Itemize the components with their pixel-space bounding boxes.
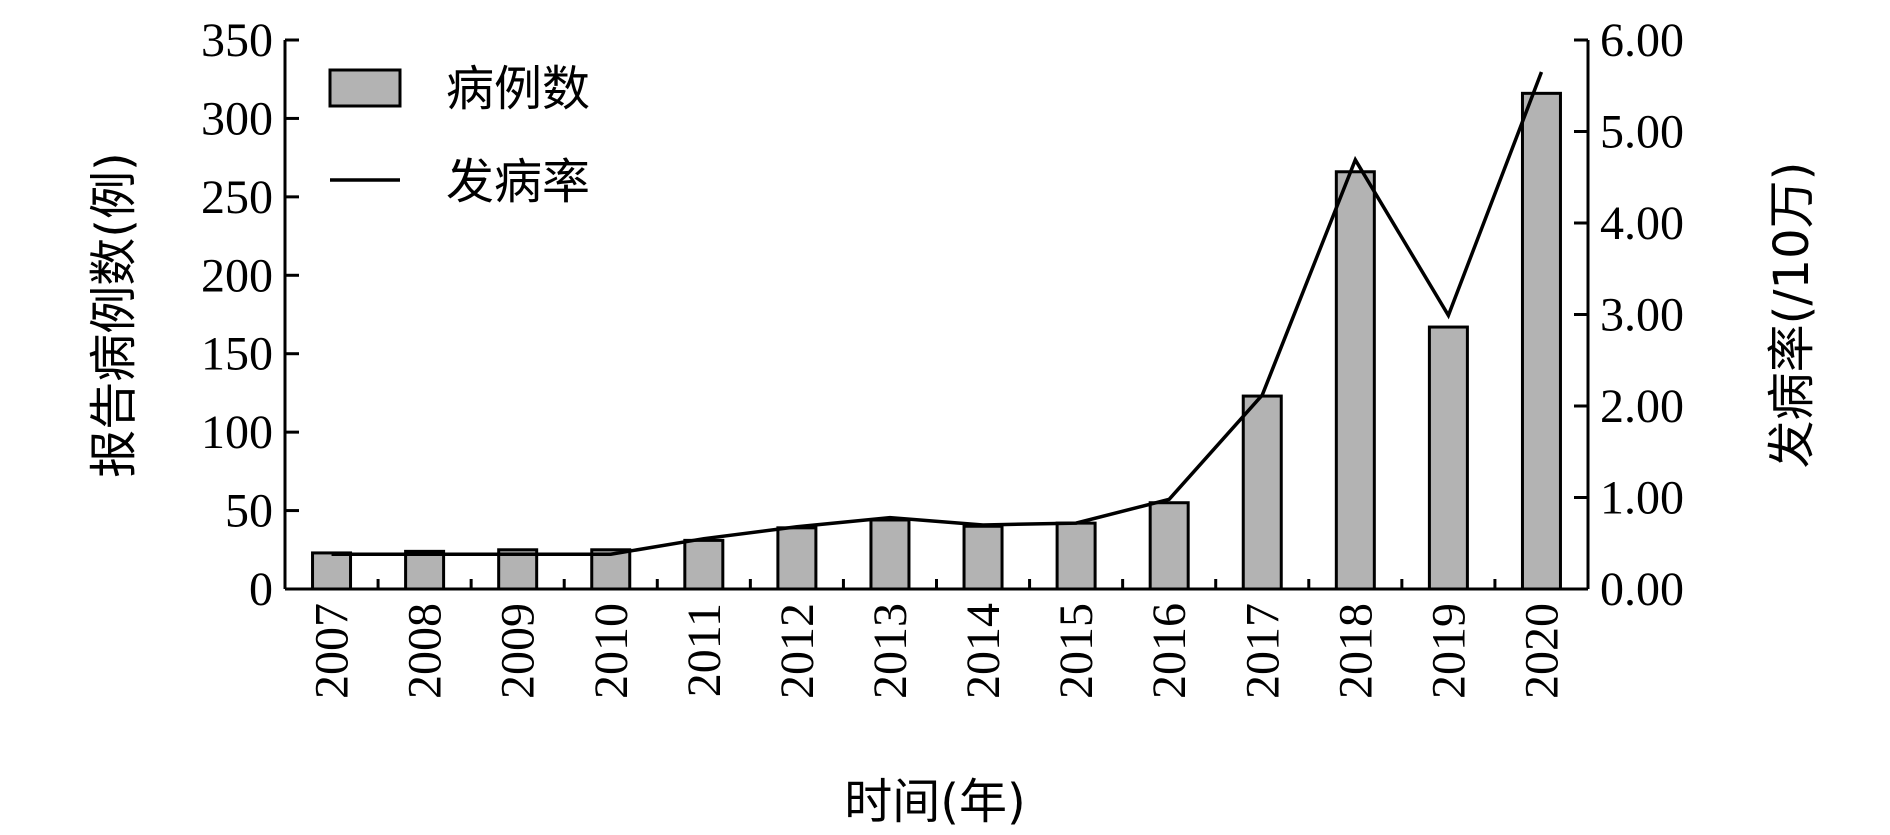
y-tick-label-left: 350 [201, 14, 273, 67]
axis-titles: 时间(年) 报告病例数(例) 发病率(/10万) [86, 152, 1820, 830]
x-tick-label: 2008 [399, 603, 452, 699]
bar-2010 [590, 548, 632, 591]
bar-2019 [1427, 325, 1469, 591]
bar-2007 [311, 551, 353, 591]
bar-2016 [1148, 501, 1190, 591]
line-group [331, 71, 1544, 556]
bar-2020 [1520, 91, 1562, 591]
x-tick-label: 2014 [957, 603, 1010, 699]
x-axis-title: 时间(年) [844, 774, 1025, 830]
x-tick-label: 2007 [306, 603, 359, 699]
y-tick-label-right: 3.00 [1600, 289, 1684, 342]
bar-2014 [962, 524, 1004, 591]
y-tick-label-right: 2.00 [1600, 380, 1684, 433]
y-tick-label-right: 1.00 [1600, 472, 1684, 525]
y-tick-label-right: 0.00 [1600, 563, 1684, 616]
legend-label-bar: 病例数 [446, 61, 590, 117]
bar-2013 [869, 518, 911, 591]
x-tick-label: 2011 [678, 603, 731, 697]
y-axis-title-left: 报告病例数(例) [86, 152, 142, 477]
bar-2008 [404, 549, 446, 591]
y-tick-label-right: 6.00 [1600, 14, 1684, 67]
y-tick-label-left: 50 [225, 485, 273, 538]
legend-label-line: 发病率 [446, 154, 590, 210]
x-tick-label: 2009 [492, 603, 545, 699]
x-tick-label: 2020 [1515, 603, 1568, 699]
y-tick-label-right: 4.00 [1600, 197, 1684, 250]
y-tick-label-left: 200 [201, 249, 273, 302]
y-tick-label-left: 150 [201, 328, 273, 381]
bars-group [311, 91, 1562, 591]
bar-2012 [776, 526, 818, 591]
y-tick-label-left: 250 [201, 171, 273, 224]
x-tick-label: 2012 [771, 603, 824, 699]
x-tick-label: 2018 [1329, 603, 1382, 699]
y-axis-title-right: 发病率(/10万) [1764, 162, 1820, 469]
x-tick-label: 2015 [1050, 603, 1103, 699]
y-tick-label-left: 0 [249, 563, 273, 616]
x-tick-label: 2016 [1143, 603, 1196, 699]
legend-swatch-bar [328, 68, 402, 108]
bar-2018 [1334, 170, 1376, 591]
y-tick-label-left: 100 [201, 406, 273, 459]
x-tick-label: 2010 [585, 603, 638, 699]
y-tick-label-right: 5.00 [1600, 106, 1684, 159]
x-tick-label: 2019 [1422, 603, 1475, 699]
bar-2017 [1241, 394, 1283, 591]
incidence-line [331, 71, 1544, 556]
x-tick-label: 2017 [1236, 603, 1289, 699]
axes-group: 0 50 100 150 200 250 300 350 0.00 1.00 2.00 3.00 4.0… [201, 14, 1684, 699]
y-tick-label-left: 300 [201, 92, 273, 145]
x-tick-label: 2013 [864, 603, 917, 699]
bar-2015 [1055, 521, 1097, 591]
bar-2011 [683, 538, 725, 591]
